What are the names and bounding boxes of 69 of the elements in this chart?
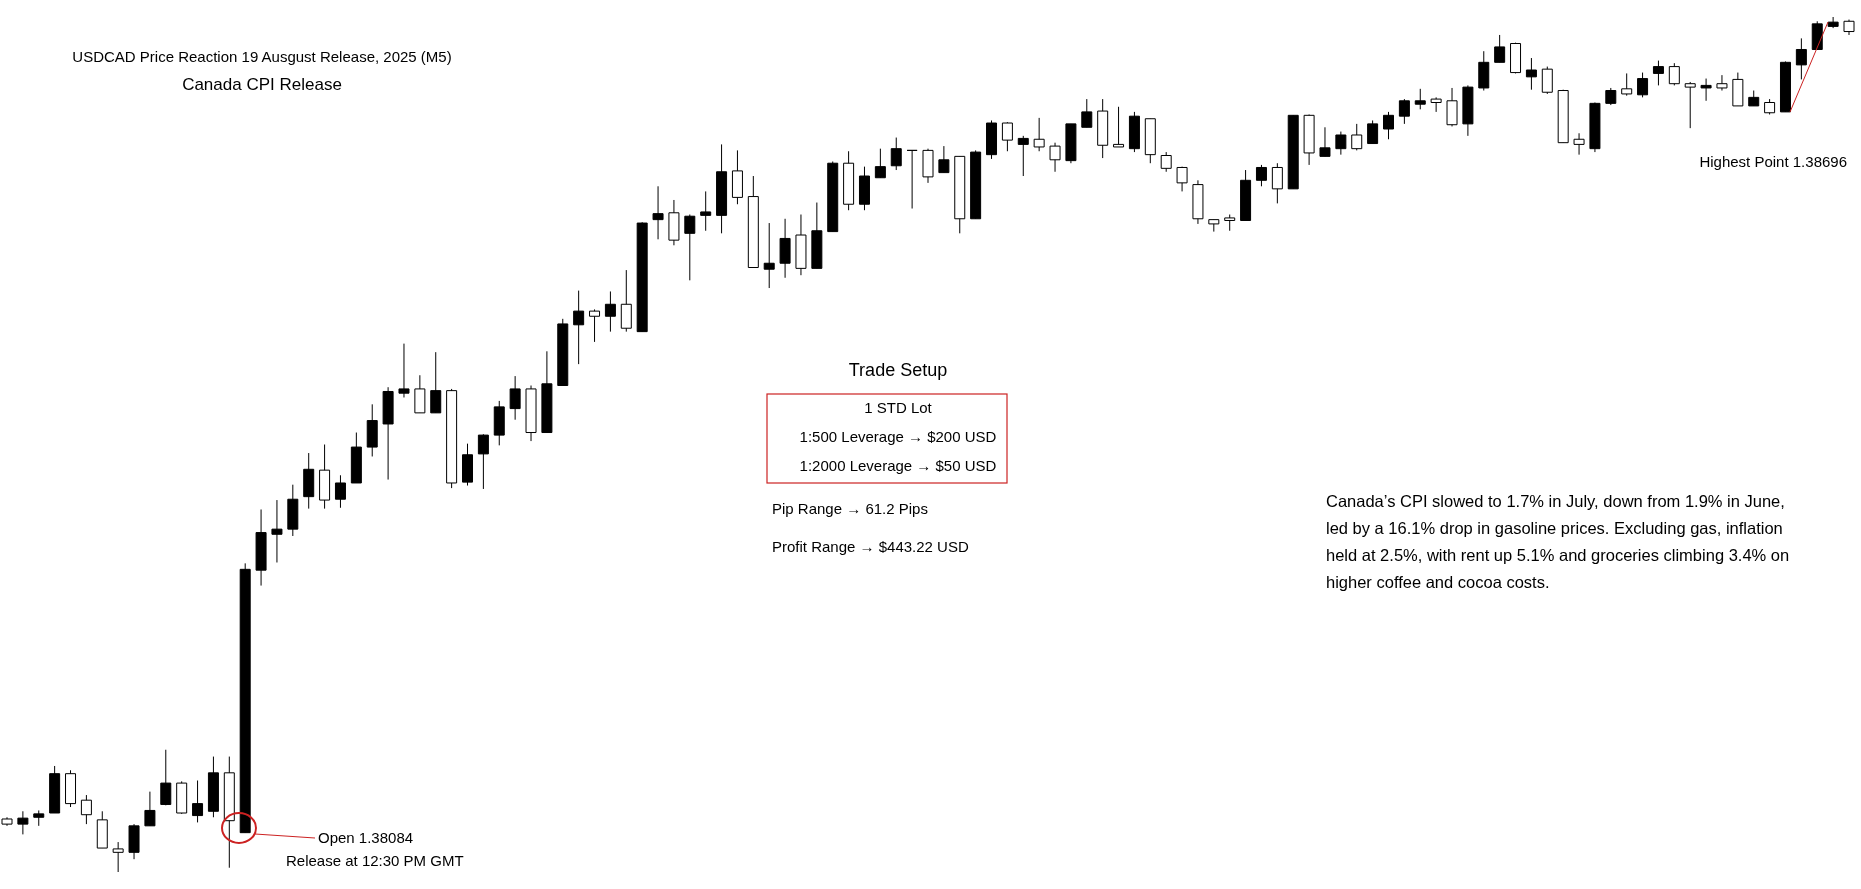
annotation: 1:2000 Leverage → $50 USD: [799, 457, 997, 475]
candlestick: [17, 810, 29, 835]
candlestick: [1081, 98, 1093, 128]
candlestick: [1573, 132, 1585, 156]
candlestick: [112, 841, 124, 873]
candlestick: [1446, 87, 1458, 127]
candlestick: [1541, 66, 1553, 95]
candlestick: [192, 780, 204, 823]
candlestick: [1113, 106, 1125, 148]
candlestick: [1383, 111, 1394, 140]
candlestick: [1001, 121, 1013, 152]
candlestick: [1700, 78, 1712, 102]
candlestick: [1398, 98, 1410, 125]
candlestick: [1716, 74, 1728, 92]
candlestick: [763, 222, 775, 289]
candlestick: [1351, 123, 1363, 151]
annotation: Profit Range → $443.22 USD: [772, 538, 969, 556]
candlestick: [1668, 62, 1680, 86]
annotation: Pip Range → 61.2 Pips: [772, 500, 928, 518]
candlestick: [1684, 81, 1696, 129]
candlestick: [874, 148, 886, 179]
candlestick: [1827, 16, 1839, 29]
annotation: Highest Point 1.38696: [1699, 153, 1847, 171]
candlestick: [700, 190, 712, 232]
candlestick: [1367, 119, 1379, 145]
candlestick: [160, 749, 172, 806]
candlestick: [144, 791, 156, 827]
candlestick: [1430, 96, 1442, 113]
annotation: Release at 12:30 PM GMT: [286, 852, 464, 870]
candlestick: [1049, 142, 1061, 173]
candlestick: [1160, 151, 1172, 173]
candlestick: [1525, 57, 1537, 91]
candlestick: [906, 149, 918, 210]
candlestick: [652, 185, 664, 240]
candlestick: [80, 794, 92, 825]
candlestick: [398, 343, 410, 398]
text: Canada CPI Release: [182, 75, 342, 96]
candlestick: [938, 145, 950, 174]
candlestick: [1335, 131, 1347, 156]
candlestick: [1319, 126, 1331, 157]
candlestick: [477, 433, 489, 490]
annotation: Canada’s CPI slowed to 1.7% in July, down from 1.9% in June, led by a 16.1% drop in gasoline prices. Excluding gas, inflation held at 2.5%, with rent up 5.1% and groceries climbing 3.4% on higher coffee and cocoa costs.: [1326, 491, 1791, 593]
candlestick: [1494, 34, 1506, 63]
candlestick: [890, 137, 902, 171]
candlestick: [1652, 60, 1664, 86]
candlestick: [1255, 164, 1267, 187]
candlestick: [1176, 166, 1188, 192]
candlestick: [1637, 72, 1649, 98]
candlestick: [1033, 117, 1045, 152]
candlestick: [589, 308, 601, 343]
candlestick: [573, 290, 585, 365]
candlestick: [271, 499, 283, 563]
annotation: Open 1.38084: [318, 829, 414, 847]
candlestick: [414, 374, 426, 414]
candlestick: [430, 351, 442, 414]
text: USDCAD Price Reaction 19 Ausgust Release, 2025 (M5): [72, 48, 452, 66]
candlestick: [1621, 72, 1633, 97]
annotation: 1:500 Leverage → $200 USD: [799, 428, 997, 446]
candlestick: [1271, 162, 1283, 204]
annotation: 1 STD Lot: [864, 399, 932, 417]
candlestick: [509, 375, 521, 421]
candlestick: [620, 269, 632, 333]
candlestick: [604, 290, 616, 333]
candlestick: [1795, 37, 1807, 80]
candlestick: [684, 214, 696, 281]
annotation: Trade Setup: [848, 360, 948, 382]
candlestick: [334, 474, 346, 509]
candlestick: [1414, 88, 1426, 110]
candlestick: [1017, 135, 1029, 177]
